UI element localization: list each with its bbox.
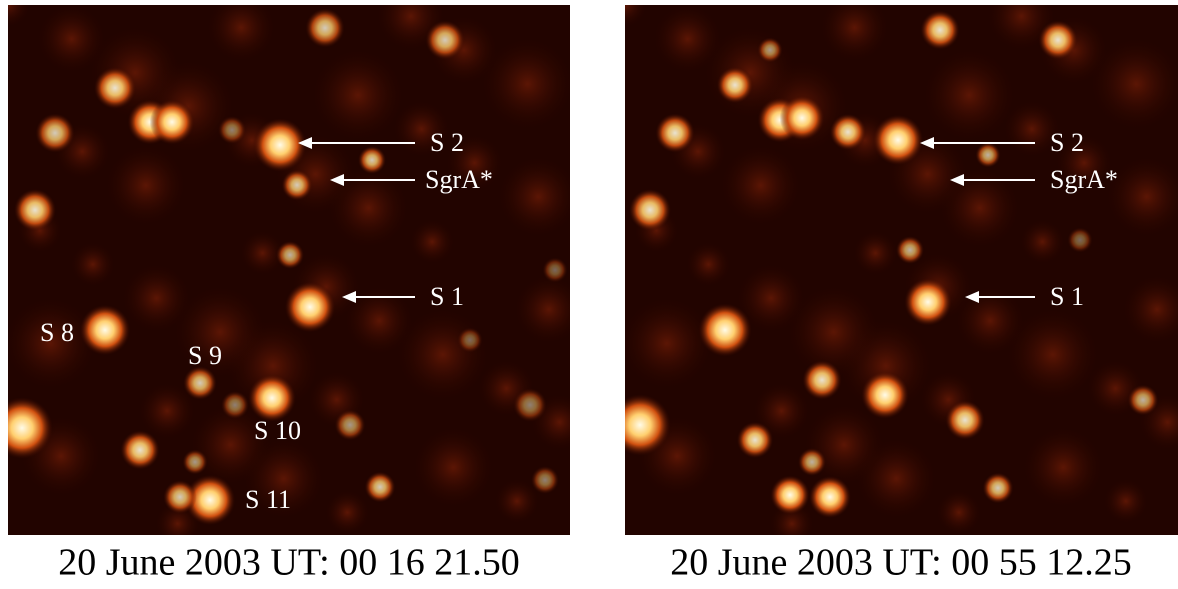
star [305, 8, 344, 47]
background-haze [312, 49, 404, 141]
star [1067, 227, 1092, 252]
star [335, 410, 366, 441]
star-label: S 2 [1050, 128, 1084, 157]
star [218, 116, 246, 144]
star [655, 113, 694, 152]
background-haze [1023, 427, 1103, 507]
star [513, 388, 547, 422]
background-haze [1020, 220, 1064, 264]
star [80, 305, 130, 355]
star-label: S 8 [40, 318, 74, 347]
star [861, 371, 909, 419]
background-haze [923, 49, 1015, 141]
star [629, 189, 671, 231]
star [248, 374, 296, 422]
star [830, 114, 866, 150]
figure: S 2 SgrA* S 1 S 8 S 9 S 10 S 11 S 2 SgrA… [0, 0, 1178, 589]
star-label: S 10 [254, 416, 301, 445]
star-label: SgrA* [1050, 165, 1118, 194]
star [975, 142, 1000, 167]
background-haze [106, 145, 186, 225]
star [457, 327, 482, 352]
star [780, 96, 825, 141]
background-haze [325, 490, 369, 534]
background-haze [410, 220, 454, 264]
star [163, 480, 197, 514]
background-haze [1007, 309, 1099, 401]
star [757, 37, 782, 62]
star [285, 282, 335, 332]
background-haze [788, 286, 880, 378]
star [358, 146, 386, 174]
star-label: S 2 [430, 128, 464, 157]
background-haze [621, 297, 713, 389]
background-haze [1104, 479, 1148, 523]
star [770, 475, 809, 514]
star [221, 391, 249, 419]
star [425, 20, 464, 59]
star [120, 430, 159, 469]
star [35, 113, 74, 152]
background-haze [937, 490, 981, 534]
star [542, 257, 567, 282]
background-haze [498, 157, 578, 237]
caption: 20 June 2003 UT: 00 16 21.50 [58, 542, 519, 584]
background-haze [686, 242, 730, 286]
star [253, 118, 306, 171]
star [945, 400, 984, 439]
background-haze [413, 427, 493, 507]
background-haze [397, 309, 489, 401]
star [809, 476, 851, 518]
star [717, 67, 753, 103]
star [698, 303, 751, 356]
background-haze [853, 231, 897, 275]
star-label: S 11 [245, 485, 291, 514]
background-haze [71, 242, 115, 286]
star [737, 422, 773, 458]
star-label: S 9 [188, 341, 222, 370]
star [94, 67, 136, 109]
star [365, 472, 396, 503]
star [873, 115, 923, 165]
star [1128, 385, 1159, 416]
star [983, 473, 1014, 504]
star [276, 241, 304, 269]
background-haze [721, 145, 801, 225]
background-haze [1090, 38, 1178, 130]
image-panel [603, 0, 1178, 546]
star [802, 360, 841, 399]
star [1038, 20, 1077, 59]
star [531, 466, 559, 494]
star-label: S 1 [430, 282, 464, 311]
star [609, 394, 671, 456]
image-panel [0, 0, 587, 546]
caption: 20 June 2003 UT: 00 55 12.25 [670, 542, 1131, 584]
background-haze [482, 38, 574, 130]
star [282, 170, 313, 201]
star [182, 449, 207, 474]
star [798, 448, 826, 476]
star-label: S 1 [1050, 282, 1084, 311]
star [14, 189, 56, 231]
star [183, 366, 217, 400]
star [150, 100, 195, 145]
background-haze [515, 275, 583, 343]
star [920, 10, 959, 49]
star-label: SgrA* [425, 165, 493, 194]
star [904, 278, 952, 326]
star [896, 236, 924, 264]
